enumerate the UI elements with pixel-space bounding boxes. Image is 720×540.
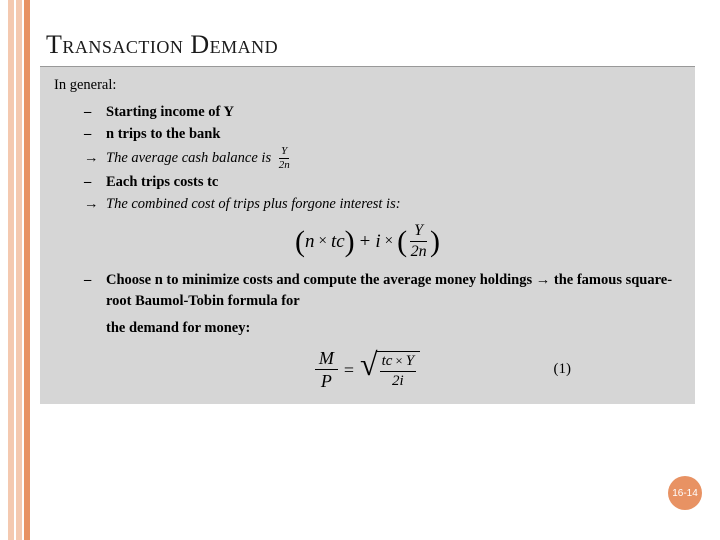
bullet-text: The combined cost of trips plus forgone … (106, 194, 681, 215)
bullet-list: – Starting income of Y – n trips to the … (54, 102, 681, 215)
bullet-text: n trips to the bank (106, 126, 220, 142)
paren-open: ( (397, 231, 407, 252)
paren-close: ) (430, 231, 440, 252)
bullet-item: → The combined cost of trips plus forgon… (84, 194, 681, 215)
lead-text: In general: (54, 75, 681, 96)
fraction-inline: Y 2n (279, 146, 290, 171)
equation-baumol-tobin: M P = √ tc×Y 2i (1) (54, 349, 681, 390)
bullet-list: – Choose n to minimize costs and compute… (54, 270, 681, 339)
decorative-stripe (8, 0, 14, 540)
arrow-marker: → (84, 148, 106, 169)
plus-symbol: + (360, 228, 371, 256)
bullet-item: – Starting income of Y (84, 102, 681, 123)
paren-close: ) (345, 231, 355, 252)
arrow-marker: → (84, 194, 106, 215)
bullet-marker: – (84, 124, 106, 145)
bullet-item: the demand for money: (84, 318, 681, 339)
times-symbol: × (395, 353, 402, 368)
bullet-marker: – (84, 270, 106, 312)
bullet-item: – Choose n to minimize costs and compute… (84, 270, 681, 312)
times-symbol: × (385, 231, 393, 253)
bullet-item: – Each trips costs tc (84, 172, 681, 193)
decorative-stripe (16, 0, 22, 540)
bullet-text: the demand for money: (106, 318, 681, 339)
bullet-text: The average cash balance is Y 2n (106, 146, 681, 171)
bullet-marker: – (84, 172, 106, 193)
equation-cost: ( n × tc ) + i × ( Y 2n ) (54, 223, 681, 260)
content-box: In general: – Starting income of Y – n t… (40, 67, 695, 404)
fraction: Y 2n (410, 223, 427, 260)
bullet-text: Each trips costs tc (106, 174, 218, 190)
bullet-text: Starting income of Y (106, 104, 234, 120)
square-root: √ tc×Y 2i (360, 351, 420, 389)
times-symbol: × (318, 231, 326, 253)
paren-open: ( (295, 231, 305, 252)
fraction-lhs: M P (315, 349, 338, 390)
slide-content: Transaction Demand In general: – Startin… (40, 30, 695, 404)
bullet-item: → The average cash balance is Y 2n (84, 146, 681, 171)
decorative-stripe (24, 0, 30, 540)
equals-symbol: = (344, 357, 354, 383)
bullet-marker: – (84, 102, 106, 123)
bullet-item: – n trips to the bank (84, 124, 681, 145)
page-number-badge: 16-14 (668, 476, 702, 510)
slide-title: Transaction Demand (40, 30, 695, 67)
equation-number: (1) (554, 359, 572, 381)
bullet-text: Choose n to minimize costs and compute t… (106, 270, 681, 312)
